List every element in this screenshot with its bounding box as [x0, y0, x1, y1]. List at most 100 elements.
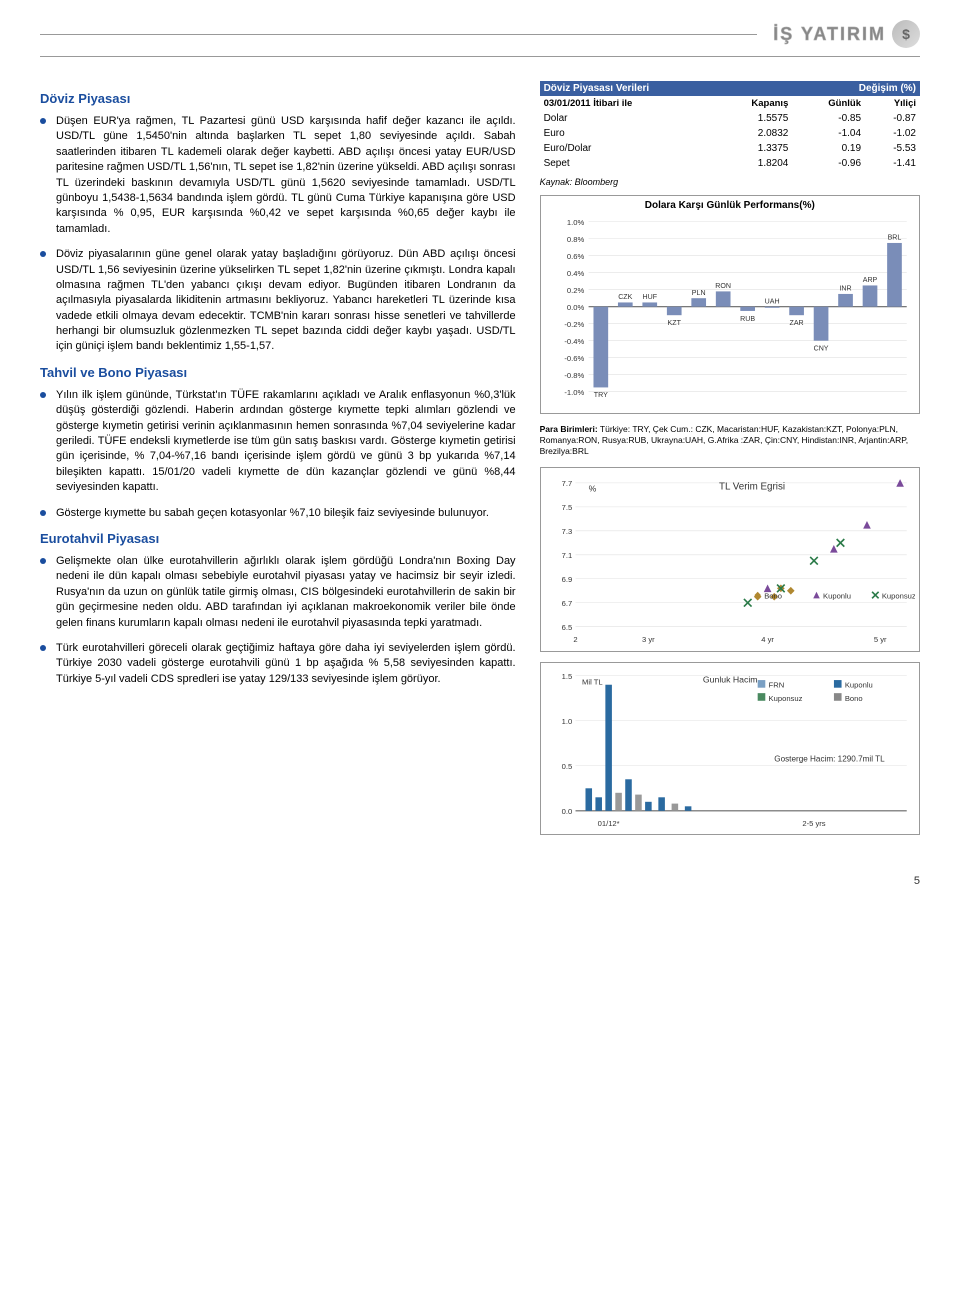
svg-text:6.7: 6.7 [561, 599, 572, 608]
fx-row-label: Euro/Dolar [540, 141, 713, 156]
svg-text:7.1: 7.1 [561, 551, 572, 560]
doviz-piyasasi-title: Döviz Piyasası [40, 91, 516, 106]
svg-text:Bono: Bono [764, 592, 782, 601]
svg-text:-0.4%: -0.4% [564, 337, 584, 346]
tahvil-bullets: Yılın ilk işlem gününde, Türkstat'ın TÜF… [40, 388, 516, 521]
fx-col-gunluk: Günlük [792, 96, 865, 111]
fx-row-gunluk: 0.19 [792, 141, 865, 156]
brand-name: İŞ YATIRIM [773, 24, 886, 45]
svg-text:Bono: Bono [844, 693, 862, 702]
doviz-bullet-2: Döviz piyasalarının güne genel olarak ya… [40, 247, 516, 355]
page-number: 5 [40, 875, 920, 887]
svg-text:-1.0%: -1.0% [564, 388, 584, 397]
svg-text:Gunluk Hacim: Gunluk Hacim [702, 674, 757, 684]
svg-text:FRN: FRN [768, 680, 784, 689]
fx-table-header: Döviz Piyasası Verileri Değişim (%) [540, 81, 920, 96]
fx-chart-note: Para Birimleri: Türkiye: TRY, Çek Cum.: … [540, 424, 920, 457]
svg-text:0.0: 0.0 [561, 807, 572, 816]
eurotahvil-bullets: Gelişmekte olan ülke eurotahvillerin ağı… [40, 554, 516, 687]
fx-row-gunluk: -1.04 [792, 126, 865, 141]
svg-text:CZK: CZK [618, 293, 632, 301]
fx-row-kapanis: 1.5575 [712, 111, 792, 126]
svg-text:01/12*: 01/12* [597, 819, 619, 828]
svg-text:-0.6%: -0.6% [564, 354, 584, 363]
svg-text:RUB: RUB [740, 315, 755, 323]
fx-perf-chart-title: Dolara Karşı Günlük Performans(%) [545, 200, 915, 211]
svg-text:3 yr: 3 yr [642, 635, 655, 644]
svg-text:7.7: 7.7 [561, 479, 572, 488]
svg-text:CNY: CNY [813, 344, 828, 352]
fx-row-label: Sepet [540, 156, 713, 171]
fx-row-label: Euro [540, 126, 713, 141]
fx-row-label: Dolar [540, 111, 713, 126]
yield-chart: 7.7 7.5 7.3 7.1 6.9 6.7 6.5 TL Verim Egrisi% 2 3 … [540, 467, 920, 651]
volume-chart: 1.51.00.50.0Mil TLGunluk Hacim01/12*2-5 … [540, 662, 920, 835]
fx-table: Döviz Piyasası Verileri Değişim (%) 03/0… [540, 81, 920, 171]
doviz-bullet-1: Düşen EUR'ya rağmen, TL Pazartesi günü U… [40, 114, 516, 237]
fx-row-kapanis: 2.0832 [712, 126, 792, 141]
svg-text:RON: RON [715, 282, 731, 290]
svg-text:Kuponlu: Kuponlu [823, 592, 851, 601]
volume-chart-svg: 1.51.00.50.0Mil TLGunluk Hacim01/12*2-5 … [545, 667, 915, 830]
svg-text:-0.8%: -0.8% [564, 371, 584, 380]
svg-text:1.0%: 1.0% [566, 218, 584, 227]
fx-row-gunluk: -0.85 [792, 111, 865, 126]
svg-text:BRL: BRL [887, 234, 901, 242]
svg-text:0.0%: 0.0% [566, 303, 584, 312]
header-divider [40, 34, 757, 35]
svg-text:TRY: TRY [593, 391, 607, 399]
fx-table-row: Euro2.0832-1.04-1.02 [540, 126, 920, 141]
svg-text:Gosterge Hacim: 1290.7mil TL: Gosterge Hacim: 1290.7mil TL [774, 754, 885, 763]
svg-text:Kuponlu: Kuponlu [844, 680, 872, 689]
fx-header-left: Döviz Piyasası Verileri [540, 81, 793, 96]
fx-col-yilici: Yıliçi [865, 96, 920, 111]
fx-table-subheader: 03/01/2011 İtibari ile Kapanış Günlük Yı… [540, 96, 920, 111]
svg-text:1.5: 1.5 [561, 672, 572, 681]
svg-text:6.5: 6.5 [561, 623, 572, 632]
svg-text:2: 2 [573, 635, 577, 644]
tahvil-bullet-2: Gösterge kıymette bu sabah geçen kotasyo… [40, 506, 516, 521]
fx-col-kapanis: Kapanış [712, 96, 792, 111]
fx-row-yilici: -0.87 [865, 111, 920, 126]
svg-text:ZAR: ZAR [789, 319, 803, 327]
svg-text:INR: INR [839, 285, 851, 293]
fx-row-kapanis: 1.3375 [712, 141, 792, 156]
svg-text:Kuponsuz: Kuponsuz [881, 592, 915, 601]
fx-row-yilici: -5.53 [865, 141, 920, 156]
svg-text:TL Verim Egrisi: TL Verim Egrisi [719, 482, 785, 493]
svg-text:6.9: 6.9 [561, 575, 572, 584]
svg-text:0.5: 0.5 [561, 762, 572, 771]
eurotahvil-title: Eurotahvil Piyasası [40, 531, 516, 546]
svg-text:Kuponsuz: Kuponsuz [768, 693, 802, 702]
svg-text:PLN: PLN [691, 289, 705, 297]
tahvil-bullet-1: Yılın ilk işlem gününde, Türkstat'ın TÜF… [40, 388, 516, 496]
svg-text:4 yr: 4 yr [761, 635, 774, 644]
svg-text:0.8%: 0.8% [566, 235, 584, 244]
svg-text:0.4%: 0.4% [566, 269, 584, 278]
fx-row-kapanis: 1.8204 [712, 156, 792, 171]
svg-text:KZT: KZT [667, 319, 681, 327]
svg-text:7.3: 7.3 [561, 527, 572, 536]
fx-sub-date: 03/01/2011 İtibari ile [540, 96, 713, 111]
euro-bullet-1: Gelişmekte olan ülke eurotahvillerin ağı… [40, 554, 516, 631]
svg-text:%: % [588, 484, 596, 494]
fx-perf-chart: Dolara Karşı Günlük Performans(%) 1.0% 0.… [540, 195, 920, 414]
svg-text:-0.2%: -0.2% [564, 320, 584, 329]
fx-header-right: Değişim (%) [792, 81, 920, 96]
fx-table-row: Euro/Dolar1.33750.19-5.53 [540, 141, 920, 156]
svg-text:Mil TL: Mil TL [582, 677, 603, 686]
fx-row-yilici: -1.02 [865, 126, 920, 141]
fx-note-label: Para Birimleri: [540, 424, 598, 434]
fx-table-row: Sepet1.8204-0.96-1.41 [540, 156, 920, 171]
svg-text:7.5: 7.5 [561, 503, 572, 512]
euro-bullet-2: Türk eurotahvilleri göreceli olarak geçt… [40, 641, 516, 687]
fx-perf-chart-svg: 1.0%0.8%0.6%0.4%0.2%0.0%-0.2%-0.4%-0.6%-… [545, 213, 915, 409]
svg-text:UAH: UAH [764, 297, 779, 305]
doviz-bullets: Düşen EUR'ya rağmen, TL Pazartesi günü U… [40, 114, 516, 355]
brand-logo-icon: $ [892, 20, 920, 48]
svg-text:0.6%: 0.6% [566, 252, 584, 261]
fx-table-row: Dolar1.5575-0.85-0.87 [540, 111, 920, 126]
tahvil-title: Tahvil ve Bono Piyasası [40, 365, 516, 380]
svg-text:1.0: 1.0 [561, 717, 572, 726]
fx-source: Kaynak: Bloomberg [540, 177, 920, 187]
